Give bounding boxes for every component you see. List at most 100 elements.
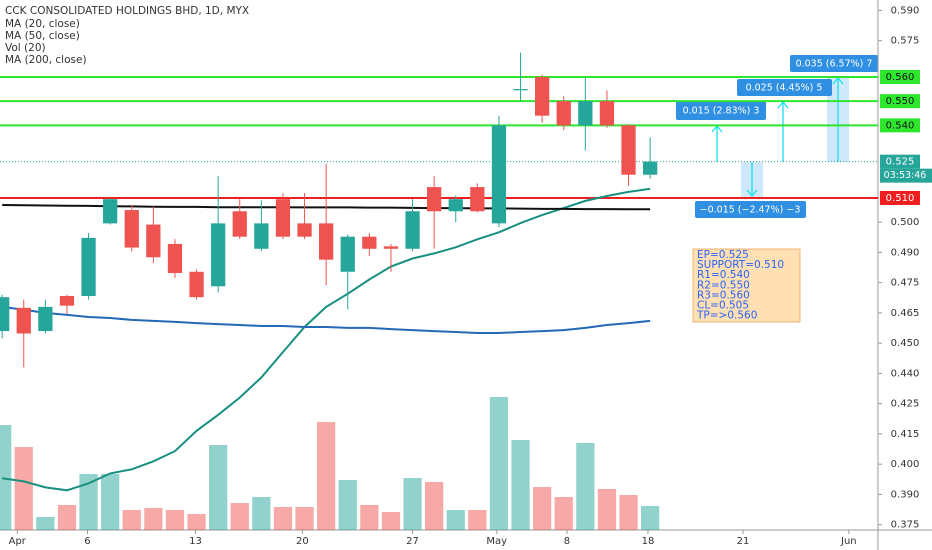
- x-tick-label: 6: [84, 536, 90, 547]
- note-line: EP=0.525: [697, 249, 749, 261]
- y-tick-label: 0.450: [891, 338, 920, 349]
- legend-entry: MA (20, close): [5, 18, 80, 30]
- x-tick-label: Jun: [840, 536, 857, 547]
- candle-body: [448, 199, 463, 212]
- y-tick-label: 0.440: [891, 368, 920, 379]
- y-tick-label: 0.390: [891, 489, 920, 500]
- legend-entry: MA (50, close): [5, 30, 80, 42]
- note-line: TP=>0.560: [696, 310, 757, 322]
- candle-body: [427, 187, 442, 212]
- candle-body: [167, 243, 183, 273]
- candle-body: [124, 210, 139, 248]
- measure-label: 0.035 (6.57%) 7: [796, 59, 873, 70]
- candle-body: [513, 89, 528, 91]
- candle-body: [232, 211, 247, 237]
- volume-bar: [209, 445, 228, 530]
- price-label-box: [880, 190, 920, 205]
- candle-body: [275, 199, 291, 237]
- volume-bar: [425, 482, 444, 530]
- arrow: [746, 162, 758, 198]
- volume-bar: [230, 503, 249, 530]
- measure-label: 0.015 (2.83%) 3: [683, 106, 760, 117]
- candle-body: [0, 297, 10, 332]
- price-label: 0.525: [886, 157, 915, 168]
- price-label-box: [880, 118, 920, 133]
- volume-bar: [122, 510, 141, 530]
- moving-average: [2, 187, 651, 492]
- candle-body: [211, 223, 226, 287]
- y-tick-label: 0.425: [891, 399, 920, 410]
- volume-bar: [554, 497, 573, 530]
- y-tick-label: 0.500: [891, 217, 920, 228]
- y-tick-label: 0.465: [891, 308, 920, 319]
- x-tick-label: 8: [564, 536, 570, 547]
- candle-body: [319, 223, 334, 260]
- y-tick-label: 0.400: [891, 459, 920, 470]
- volume-bar: [641, 506, 660, 530]
- candle-body: [59, 295, 75, 306]
- volume-bar: [338, 480, 357, 530]
- legend-entry: MA (200, close): [5, 54, 87, 66]
- note-line: R2=0.550: [697, 279, 750, 291]
- y-tick-label: 0.415: [891, 429, 920, 440]
- volume-bar: [101, 474, 120, 530]
- candle-body: [38, 306, 53, 332]
- volume-bar: [381, 512, 401, 530]
- candle-body: [491, 125, 507, 224]
- volume-bar: [0, 425, 12, 530]
- x-tick-label: May: [486, 536, 507, 547]
- candle-body: [297, 223, 312, 237]
- note-line: CL=0.505: [697, 300, 749, 312]
- volume-bar: [165, 510, 185, 530]
- volume-bar: [252, 497, 271, 530]
- volume-bar: [14, 447, 33, 530]
- candle-body: [621, 125, 636, 175]
- candle-body: [578, 101, 593, 126]
- candle-body: [362, 236, 377, 249]
- volume-bar: [446, 510, 465, 530]
- moving-average: [2, 305, 651, 334]
- price-label-box: [880, 94, 920, 109]
- candle-body: [254, 223, 269, 249]
- candle-body: [189, 271, 204, 298]
- measure-tools: 0.015 (2.83%) 3 0.025 (4.45%) 5 0.035 (6…: [676, 55, 878, 218]
- measure-box: [737, 79, 832, 96]
- volume-bar: [273, 507, 293, 530]
- candle-body: [383, 246, 399, 249]
- y-tick-label: 0.590: [891, 5, 920, 16]
- chart-title: CCK CONSOLIDATED HOLDINGS BHD, 1D, MYX: [5, 5, 249, 17]
- candle-body: [16, 307, 31, 334]
- volume-bar: [489, 397, 509, 530]
- candle-body: [405, 211, 420, 249]
- volume-bar: [36, 517, 55, 530]
- volume-bar: [317, 422, 336, 530]
- volume-bar: [144, 508, 163, 530]
- note: EP=0.525SUPPORT=0.510R1=0.540R2=0.550R3=…: [696, 249, 784, 322]
- candle-body: [535, 76, 550, 116]
- volume-bar: [511, 440, 530, 530]
- candle-body: [146, 224, 161, 258]
- countdown: 03:53:46: [884, 170, 927, 181]
- arrow: [711, 124, 723, 162]
- volume-bar: [597, 489, 617, 530]
- arrow: [777, 100, 789, 162]
- x-tick-label: 27: [406, 536, 419, 547]
- x-tick-label: 13: [189, 536, 202, 547]
- arrow: [832, 76, 844, 162]
- price-label-box: [880, 154, 920, 169]
- measure-box: [695, 201, 806, 218]
- note-box: [692, 248, 801, 323]
- measure-box: [790, 55, 878, 72]
- volume-bar: [533, 487, 552, 530]
- volume-bar: [403, 478, 422, 530]
- candle-body: [470, 187, 485, 212]
- countdown-box: [880, 168, 932, 183]
- x-tick-label: 20: [296, 536, 309, 547]
- note-line: SUPPORT=0.510: [697, 259, 784, 271]
- measure-box: [676, 101, 766, 120]
- y-tick-label: 0.375: [891, 520, 920, 531]
- price-label: 0.560: [886, 72, 915, 83]
- volume-bar: [468, 510, 487, 530]
- volume-bar: [360, 505, 379, 530]
